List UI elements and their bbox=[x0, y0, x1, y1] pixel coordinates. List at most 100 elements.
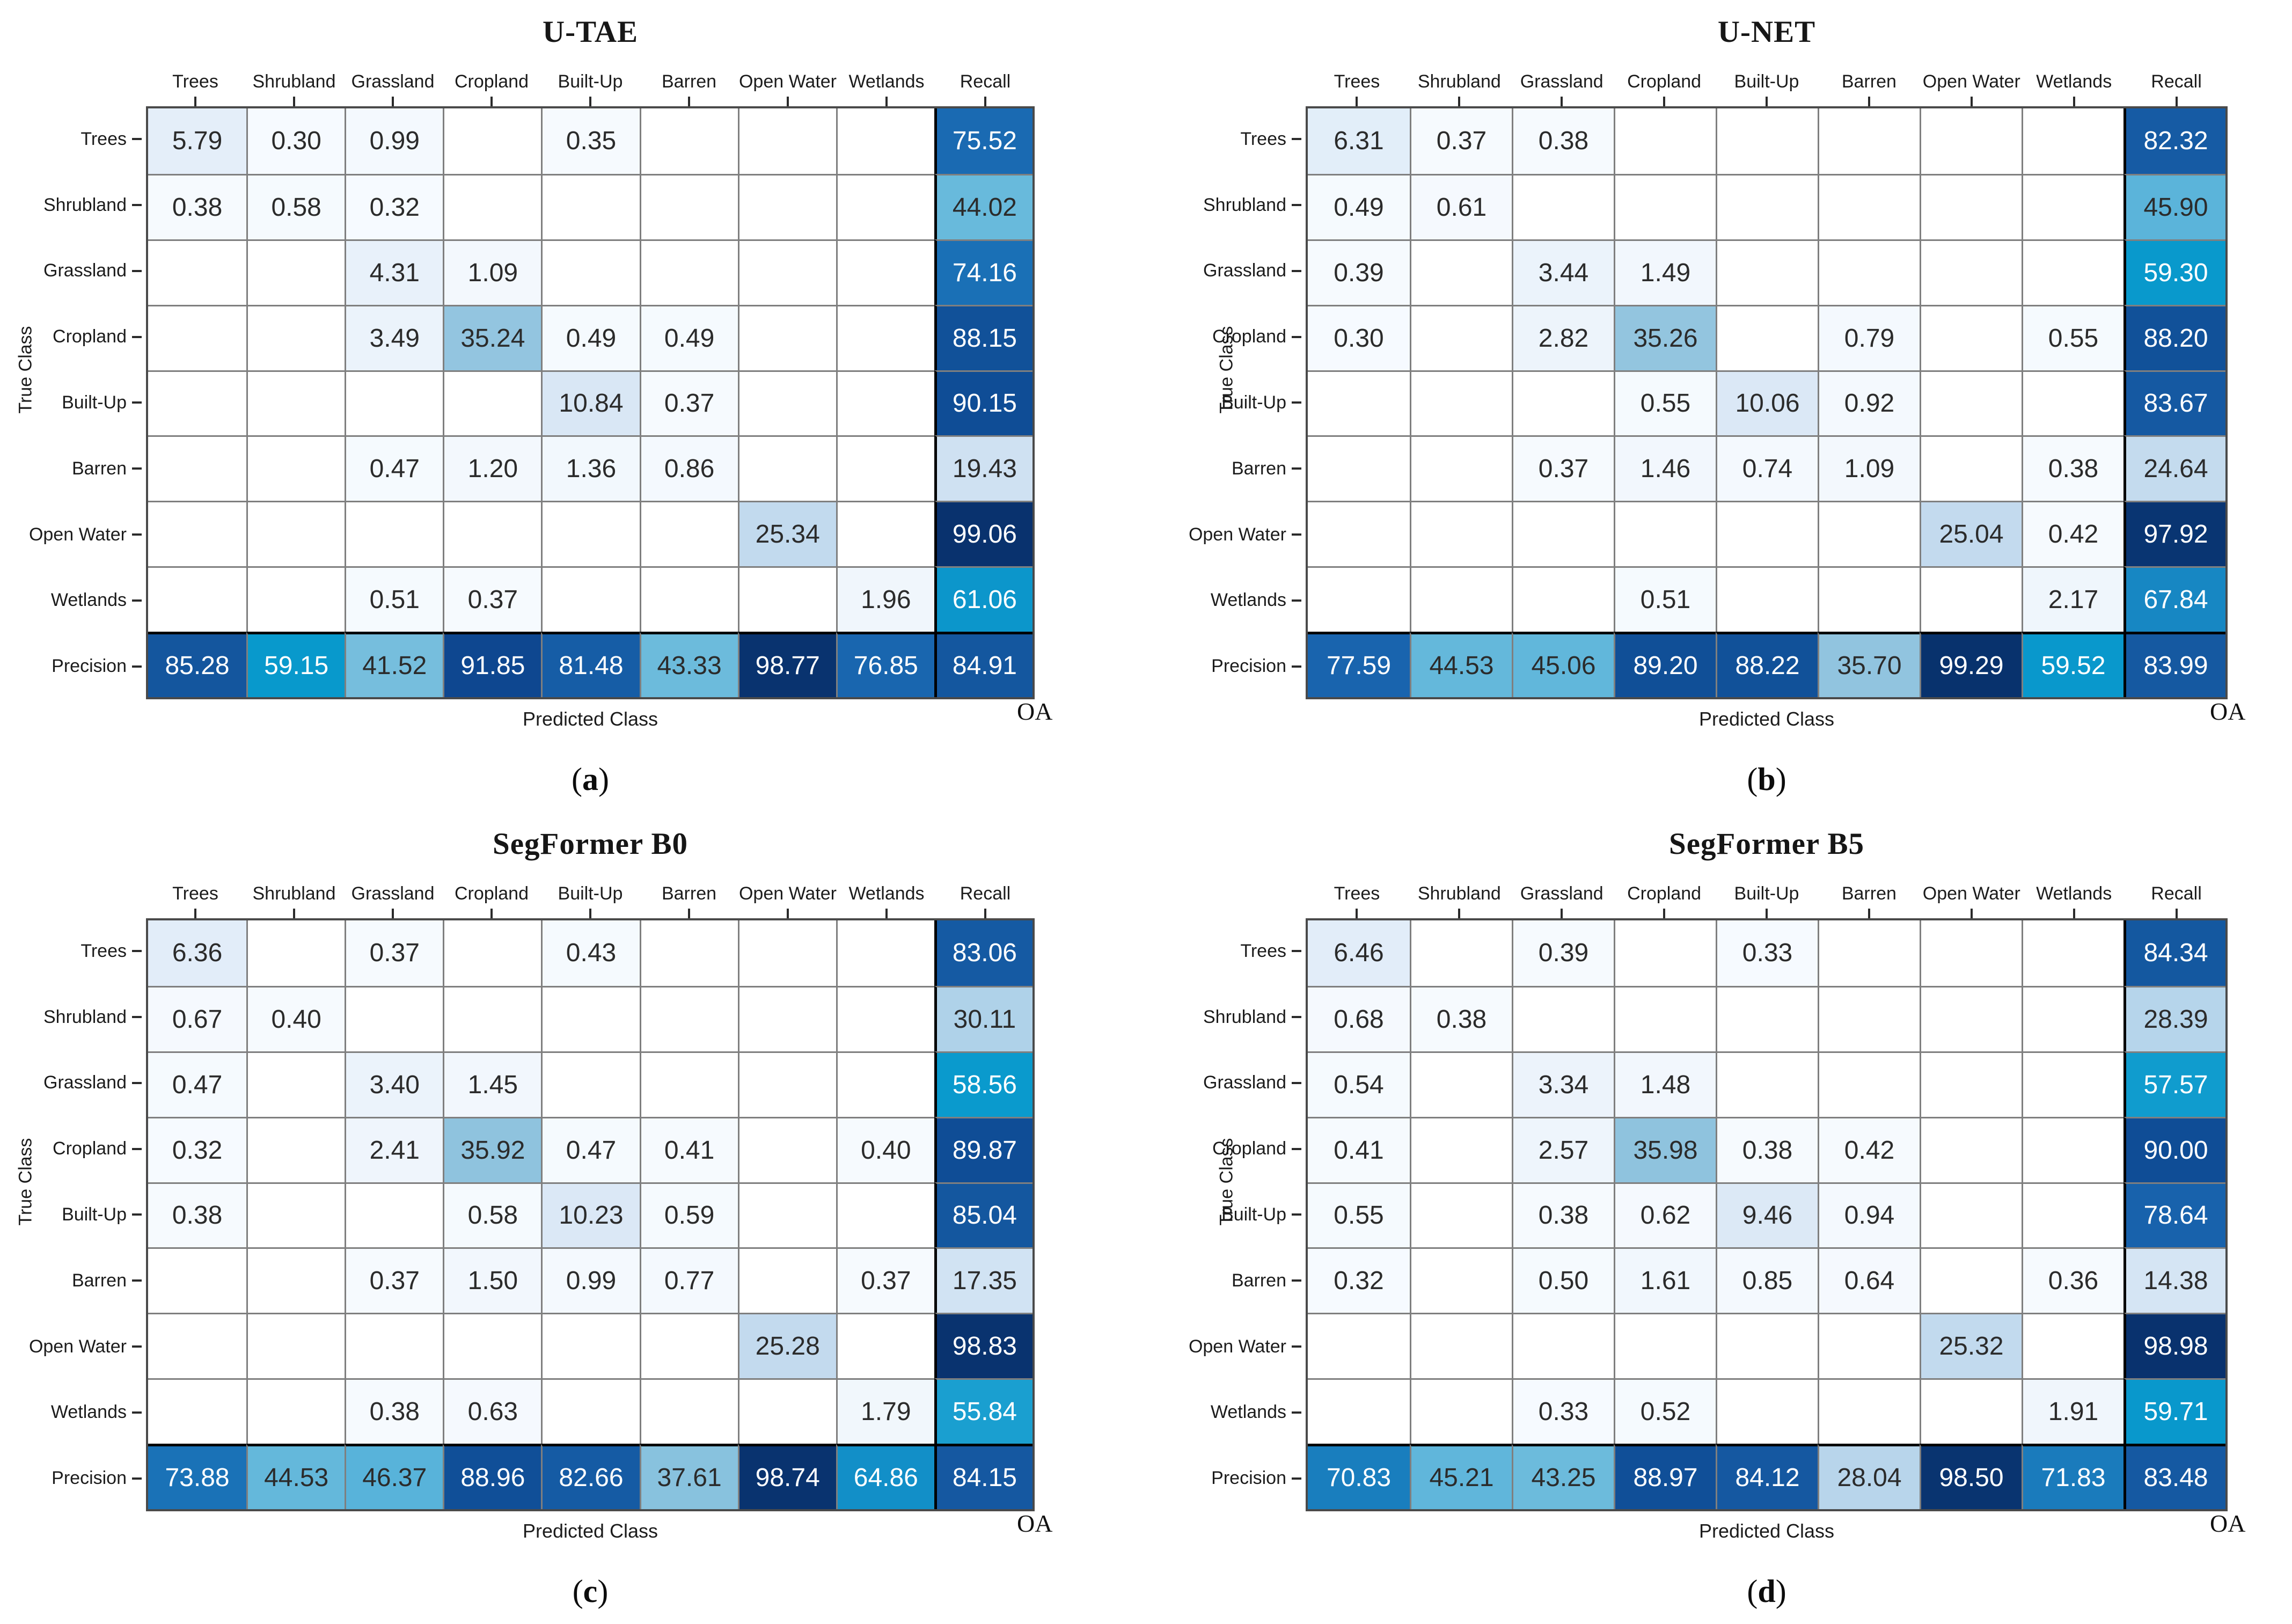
matrix-cell: 0.51 bbox=[1614, 566, 1716, 632]
column-tick bbox=[1765, 909, 1768, 918]
matrix-cell: 0.37 bbox=[639, 370, 738, 436]
row-tick bbox=[132, 1279, 142, 1282]
matrix-cell: 0.40 bbox=[836, 1116, 934, 1182]
row-label: Open Water bbox=[1146, 1314, 1305, 1380]
matrix-cell bbox=[737, 108, 836, 174]
matrix-cell: 0.94 bbox=[1818, 1182, 1920, 1248]
column-tick bbox=[787, 97, 789, 106]
column-header: Shrubland bbox=[252, 883, 336, 904]
panel-caption: (b) bbox=[1306, 761, 2228, 798]
column-header: Wetlands bbox=[2036, 71, 2112, 92]
matrix-cell bbox=[1818, 1378, 1920, 1444]
column-tick bbox=[1868, 909, 1870, 918]
x-axis-label: Predicted Class bbox=[522, 708, 658, 730]
precision-cell: 81.48 bbox=[541, 632, 640, 697]
precision-cell: 44.53 bbox=[246, 1444, 345, 1509]
column-header: Trees bbox=[172, 883, 218, 904]
matrix-cell: 10.84 bbox=[541, 370, 640, 436]
matrix-cell bbox=[541, 1378, 640, 1444]
column-tick bbox=[194, 909, 196, 918]
row-label: Barren bbox=[1146, 1248, 1305, 1314]
matrix-cell bbox=[1818, 566, 1920, 632]
matrix-cell bbox=[2022, 108, 2123, 174]
panel-caption: (a) bbox=[146, 761, 1035, 798]
panel-title: U-NET bbox=[1717, 15, 1816, 49]
matrix-cell bbox=[1512, 566, 1614, 632]
row-label-text: Grassland bbox=[1203, 1072, 1286, 1093]
matrix-cell bbox=[443, 920, 541, 986]
row-label-text: Built-Up bbox=[1221, 392, 1286, 413]
panel-u-net: U-NET Trees Shrubland Grassland Cropland Buil… bbox=[1146, 0, 2292, 812]
matrix-cell bbox=[836, 370, 934, 436]
row-label: Shrubland bbox=[1146, 172, 1305, 238]
row-label: Grassland bbox=[1146, 238, 1305, 304]
row-label: Shrubland bbox=[0, 984, 145, 1050]
row-label-text: Cropland bbox=[1212, 326, 1286, 347]
caption-paren: ( bbox=[572, 1574, 583, 1609]
row-label: Open Water bbox=[1146, 502, 1305, 568]
column-tick-wrap bbox=[245, 908, 343, 918]
matrix-cell bbox=[836, 1051, 934, 1117]
matrix-cell bbox=[1512, 501, 1614, 567]
row-label: Built-Up bbox=[0, 1182, 145, 1248]
row-label: Precision bbox=[1146, 1445, 1305, 1511]
row-label: Trees bbox=[1146, 106, 1305, 172]
column-tick bbox=[2175, 97, 2178, 106]
column-tick-wrap bbox=[1511, 96, 1613, 106]
matrix-cell bbox=[1410, 920, 1512, 986]
matrix-cell bbox=[1614, 173, 1716, 239]
panel-title: SegFormer B5 bbox=[1669, 827, 1864, 861]
row-label-text: Trees bbox=[80, 128, 127, 149]
column-tick-wrap bbox=[1920, 908, 2023, 918]
precision-cell: 77.59 bbox=[1308, 632, 1410, 697]
column-tick bbox=[293, 97, 295, 106]
precision-cell: 64.86 bbox=[836, 1444, 934, 1509]
matrix-cell bbox=[737, 173, 836, 239]
column-header: Open Water bbox=[1922, 883, 2020, 904]
row-label: Grassland bbox=[0, 238, 145, 304]
matrix-cell bbox=[2022, 1313, 2123, 1379]
row-label-text: Cropland bbox=[1212, 1138, 1286, 1159]
matrix-cell bbox=[836, 239, 934, 305]
row-label: Barren bbox=[0, 1248, 145, 1314]
column-tick bbox=[1970, 97, 1973, 106]
column-header: Built-Up bbox=[558, 883, 623, 904]
column-header: Recall bbox=[960, 71, 1011, 92]
matrix-cell: 0.59 bbox=[639, 1182, 738, 1248]
column-tick bbox=[490, 97, 493, 106]
matrix-cell: 35.98 bbox=[1614, 1116, 1716, 1182]
matrix-cell bbox=[148, 435, 247, 501]
matrix-cell: 0.49 bbox=[541, 304, 640, 370]
matrix-cell bbox=[639, 566, 738, 632]
column-tick bbox=[688, 97, 690, 106]
matrix-cell: 0.43 bbox=[541, 920, 640, 986]
matrix-cell bbox=[1818, 239, 1920, 305]
matrix-cell bbox=[737, 239, 836, 305]
matrix-cell bbox=[345, 1182, 443, 1248]
row-tick bbox=[132, 1411, 142, 1414]
matrix-cell bbox=[148, 239, 247, 305]
column-tick-wrap bbox=[442, 908, 541, 918]
matrix-cell: 1.48 bbox=[1614, 1051, 1716, 1117]
row-label-text: Precision bbox=[52, 656, 127, 677]
matrix-cell: 2.17 bbox=[2022, 566, 2123, 632]
matrix-cell bbox=[1410, 566, 1512, 632]
column-tick-wrap bbox=[1716, 96, 1818, 106]
matrix-cell: 0.85 bbox=[1716, 1247, 1818, 1313]
matrix-cell bbox=[246, 239, 345, 305]
column-header: Barren bbox=[661, 883, 717, 904]
matrix-cell bbox=[1512, 370, 1614, 436]
matrix-cell: 0.33 bbox=[1512, 1378, 1614, 1444]
recall-cell: 83.06 bbox=[934, 920, 1033, 986]
matrix-cell bbox=[639, 239, 738, 305]
x-axis-label: Predicted Class bbox=[522, 1520, 658, 1542]
matrix-cell: 3.49 bbox=[345, 304, 443, 370]
recall-cell: 59.71 bbox=[2123, 1378, 2225, 1444]
precision-cell: 89.20 bbox=[1614, 632, 1716, 697]
row-tick bbox=[132, 1477, 142, 1480]
caption-paren: ) bbox=[598, 762, 609, 797]
matrix-cell bbox=[443, 985, 541, 1051]
matrix-cell: 0.37 bbox=[836, 1247, 934, 1313]
matrix-cell: 25.28 bbox=[737, 1313, 836, 1379]
